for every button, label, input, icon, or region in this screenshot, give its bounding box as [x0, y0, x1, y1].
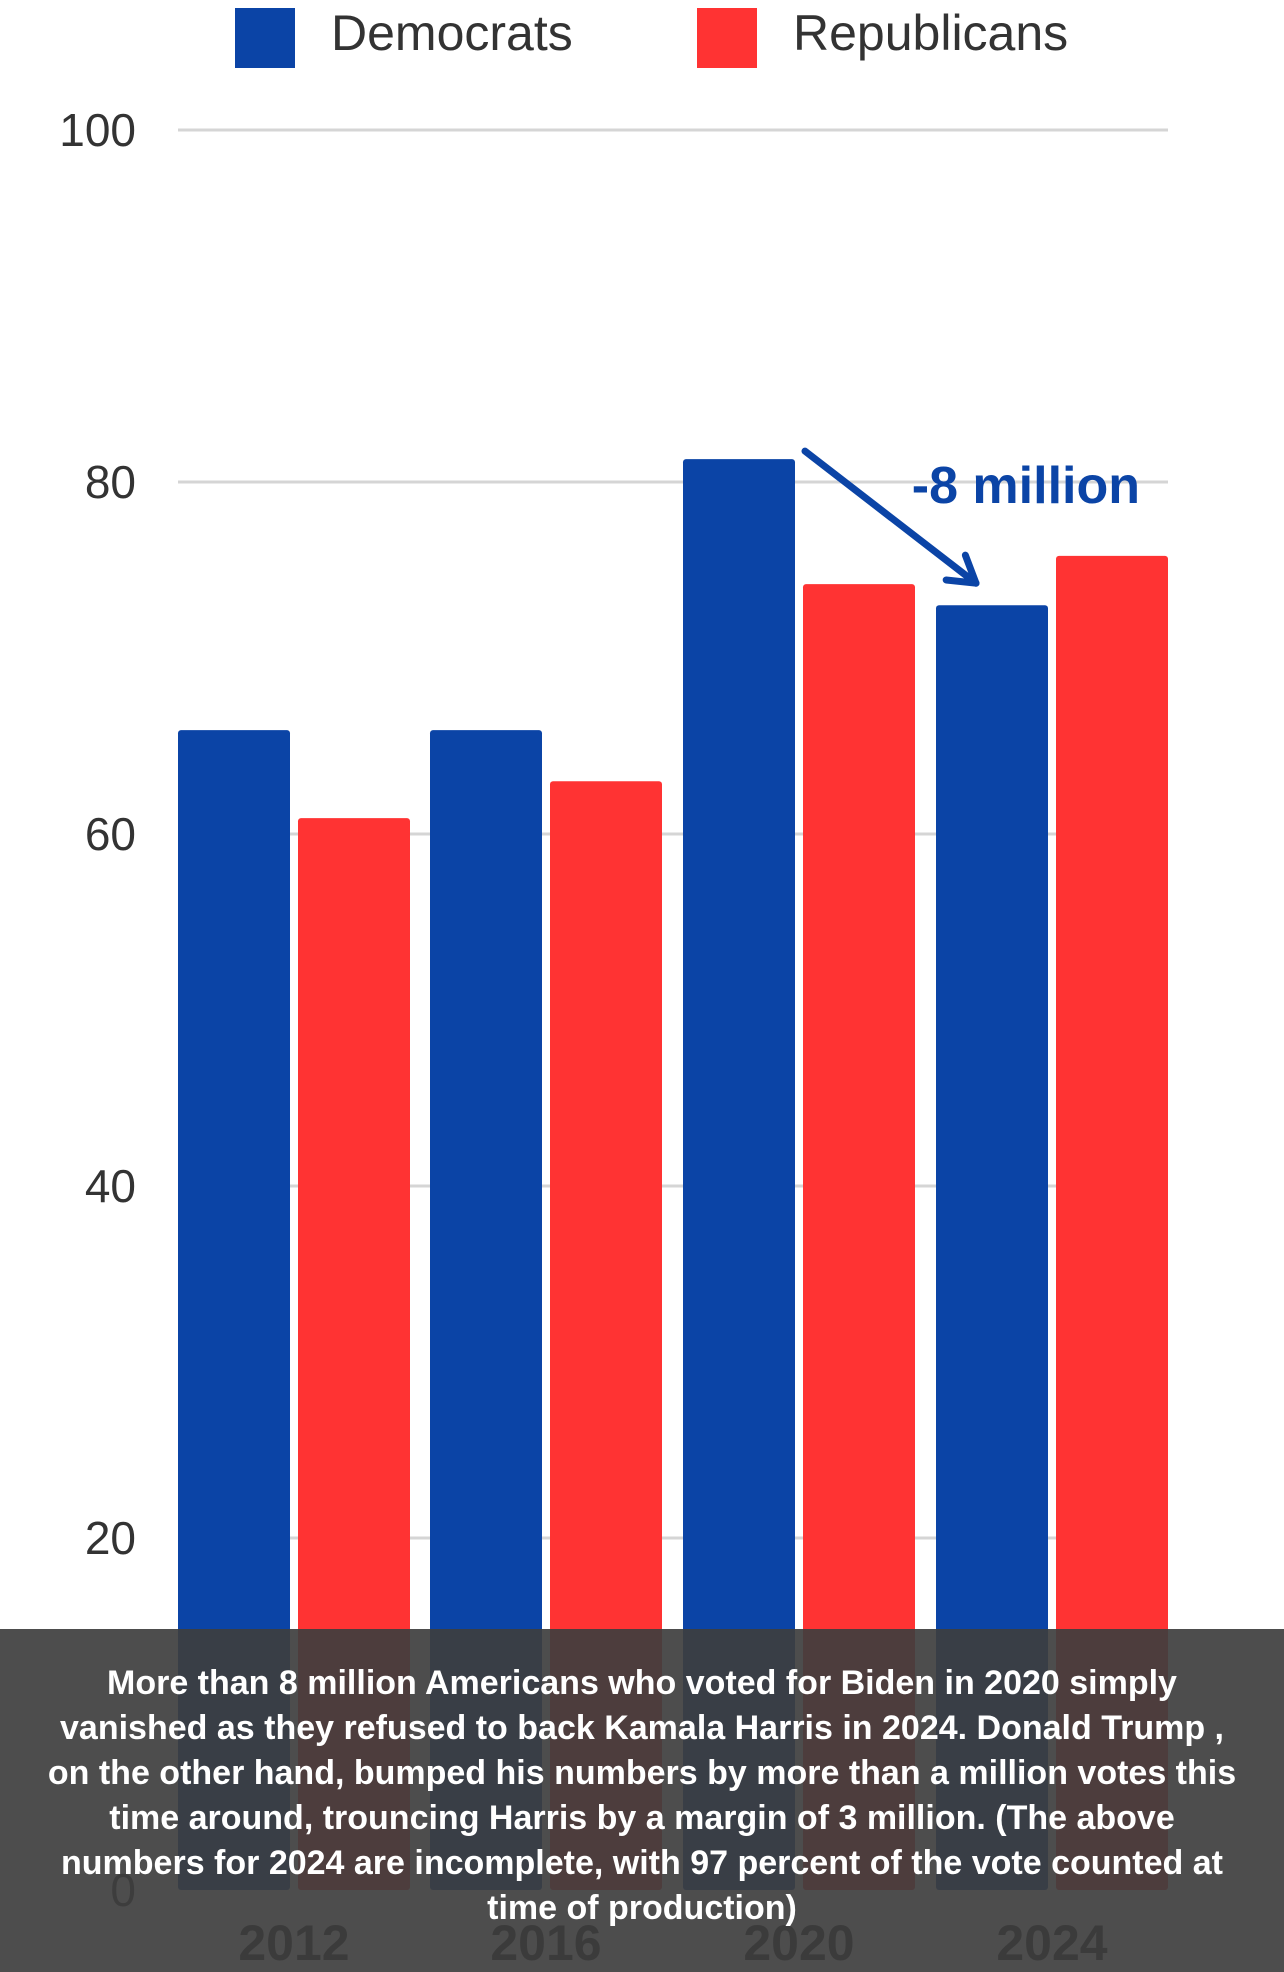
annotation-label: -8 million — [912, 457, 1140, 515]
annotation: -8 million — [801, 447, 1140, 587]
bar-republicans-2016 — [550, 781, 662, 1891]
bar-democrats-2020 — [683, 459, 795, 1890]
y-tick-label-80: 80 — [85, 456, 136, 508]
caption-overlay: More than 8 million Americans who voted … — [0, 1629, 1284, 1972]
caption-text: More than 8 million Americans who voted … — [47, 1664, 1237, 1927]
bar-republicans-2012 — [298, 818, 410, 1891]
bar-democrats-2024 — [936, 605, 1048, 1891]
bar-democrats-2016 — [430, 730, 542, 1891]
annotation-arrow-head-icon — [942, 551, 980, 587]
bar-republicans-2020 — [803, 584, 915, 1890]
legend-swatch-democrats — [235, 8, 295, 68]
bar-democrats-2012 — [178, 730, 290, 1891]
annotation-arrow-line — [801, 447, 980, 587]
chart-legend: Democrats Republicans — [235, 5, 1068, 68]
y-tick-label-60: 60 — [85, 808, 136, 860]
legend-label-democrats: Democrats — [331, 5, 573, 61]
y-tick-label-20: 20 — [85, 1512, 136, 1564]
bars — [178, 459, 1168, 1891]
y-tick-label-100: 100 — [59, 104, 136, 156]
legend-label-republicans: Republicans — [793, 5, 1068, 61]
bar-republicans-2024 — [1056, 555, 1168, 1891]
legend-swatch-republicans — [697, 8, 757, 68]
y-tick-label-40: 40 — [85, 1160, 136, 1212]
